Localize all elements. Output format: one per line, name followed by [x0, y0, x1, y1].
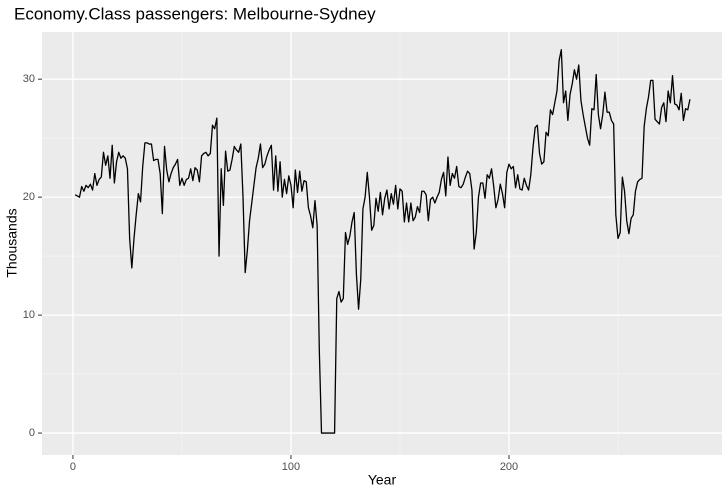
x-tick-label: 0: [70, 461, 76, 473]
y-tick-label: 20: [23, 191, 35, 203]
chart-title: Economy.Class passengers: Melbourne-Sydn…: [14, 4, 376, 23]
y-tick-label: 0: [29, 427, 35, 439]
series-line: [74, 49, 691, 434]
y-tick-label: 30: [23, 73, 35, 85]
plot-panel: [42, 32, 722, 455]
x-tick-label: 100: [282, 461, 300, 473]
x-axis-label: Year: [368, 472, 397, 488]
y-axis-label: Thousands: [4, 208, 20, 277]
y-tick-label: 10: [23, 309, 35, 321]
x-tick-label: 200: [500, 461, 518, 473]
